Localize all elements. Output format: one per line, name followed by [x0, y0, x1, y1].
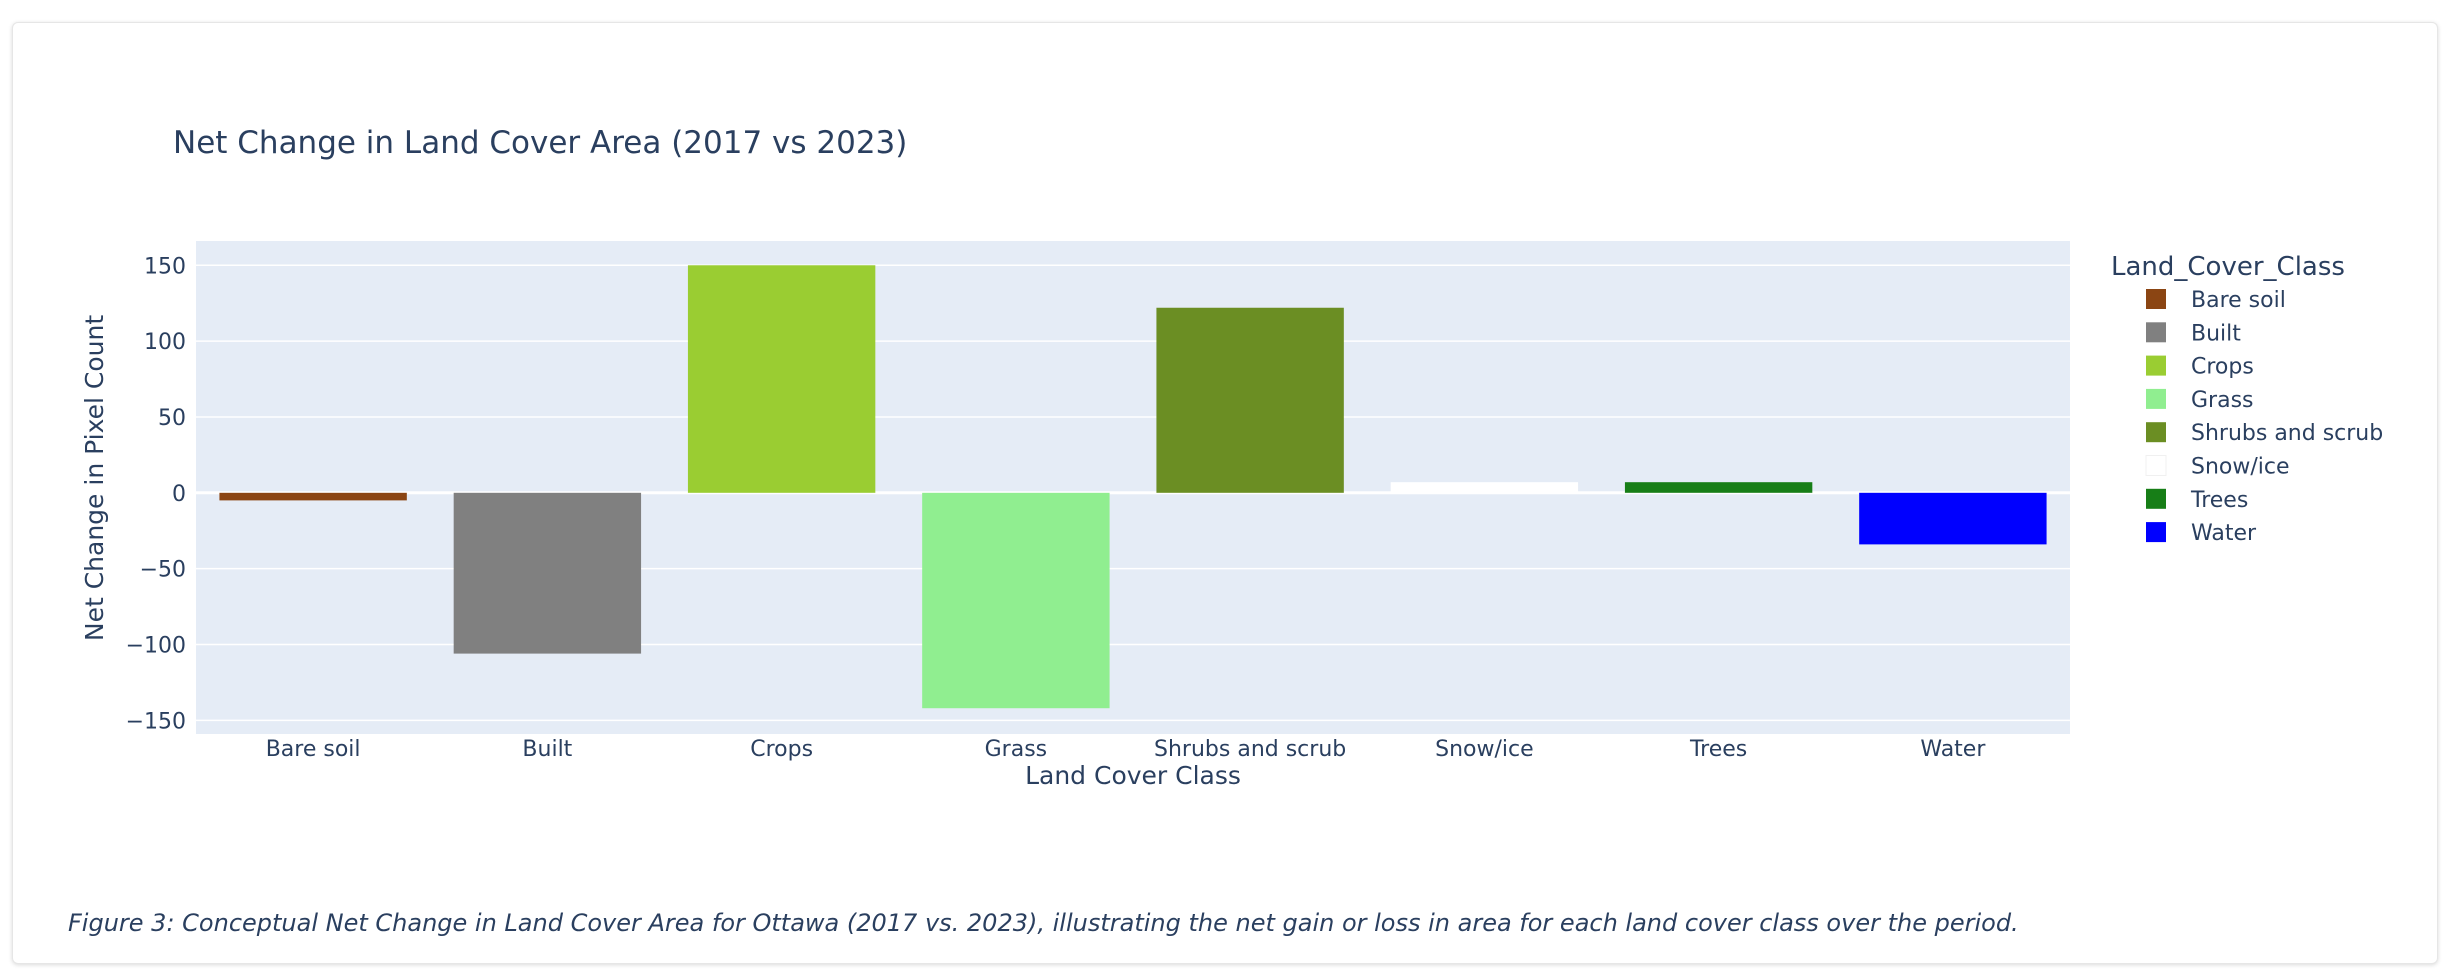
x-axis-label: Land Cover Class — [1025, 761, 1241, 790]
y-tick-label: 0 — [172, 482, 186, 507]
legend-label: Snow/ice — [2191, 455, 2290, 480]
chart-title: Net Change in Land Cover Area (2017 vs 2… — [173, 125, 907, 161]
legend-swatch — [2146, 355, 2166, 376]
y-tick-label: −150 — [126, 709, 186, 734]
x-tick-label: Grass — [985, 737, 1048, 762]
bar-built — [453, 492, 642, 654]
legend-label: Grass — [2191, 388, 2254, 413]
bar-bare-soil — [219, 492, 407, 501]
x-tick-label: Built — [522, 737, 572, 762]
y-tick-label: 100 — [144, 330, 186, 355]
x-tick-label: Crops — [750, 737, 813, 762]
bar-trees — [1624, 482, 1813, 493]
y-tick-label: −100 — [126, 634, 186, 659]
legend-label: Bare soil — [2191, 288, 2286, 313]
y-axis-label: Net Change in Pixel Count — [80, 315, 109, 641]
x-tick-label: Water — [1920, 737, 1986, 762]
legend-swatch — [2146, 488, 2166, 509]
legend-label: Built — [2191, 321, 2241, 346]
bar-grass — [922, 492, 1110, 709]
y-tick-label: 50 — [158, 406, 186, 431]
bar-water — [1859, 492, 2047, 545]
x-tick-label: Trees — [1689, 737, 1747, 762]
legend-label: Trees — [2190, 488, 2248, 513]
x-tick-label: Shrubs and scrub — [1154, 737, 1346, 762]
legend-title: Land_Cover_Class — [2111, 252, 2345, 282]
y-tick-label: −50 — [140, 558, 186, 583]
figure-caption: Figure 3: Conceptual Net Change in Land … — [68, 909, 2019, 937]
legend-swatch — [2146, 289, 2166, 309]
x-tick-label: Snow/ice — [1435, 737, 1534, 762]
legend-swatch — [2146, 522, 2166, 543]
legend-swatch — [2146, 388, 2166, 409]
x-tick-label: Bare soil — [266, 737, 361, 762]
bar-chart: Net Change in Land Cover Area (2017 vs 2… — [80, 125, 2383, 790]
bar-shrubs-and-scrub — [1156, 307, 1344, 493]
legend-label: Shrubs and scrub — [2191, 421, 2383, 446]
legend-label: Crops — [2191, 355, 2254, 380]
legend-swatch — [2145, 455, 2167, 476]
legend-swatch — [2146, 422, 2166, 443]
legend-label: Water — [2191, 521, 2257, 546]
bar-crops — [687, 265, 876, 493]
legend-swatch — [2146, 322, 2166, 343]
bar-snow-ice — [1390, 482, 1579, 493]
y-tick-label: 150 — [144, 254, 186, 279]
figure-card: Net Change in Land Cover Area (2017 vs 2… — [12, 22, 2438, 964]
